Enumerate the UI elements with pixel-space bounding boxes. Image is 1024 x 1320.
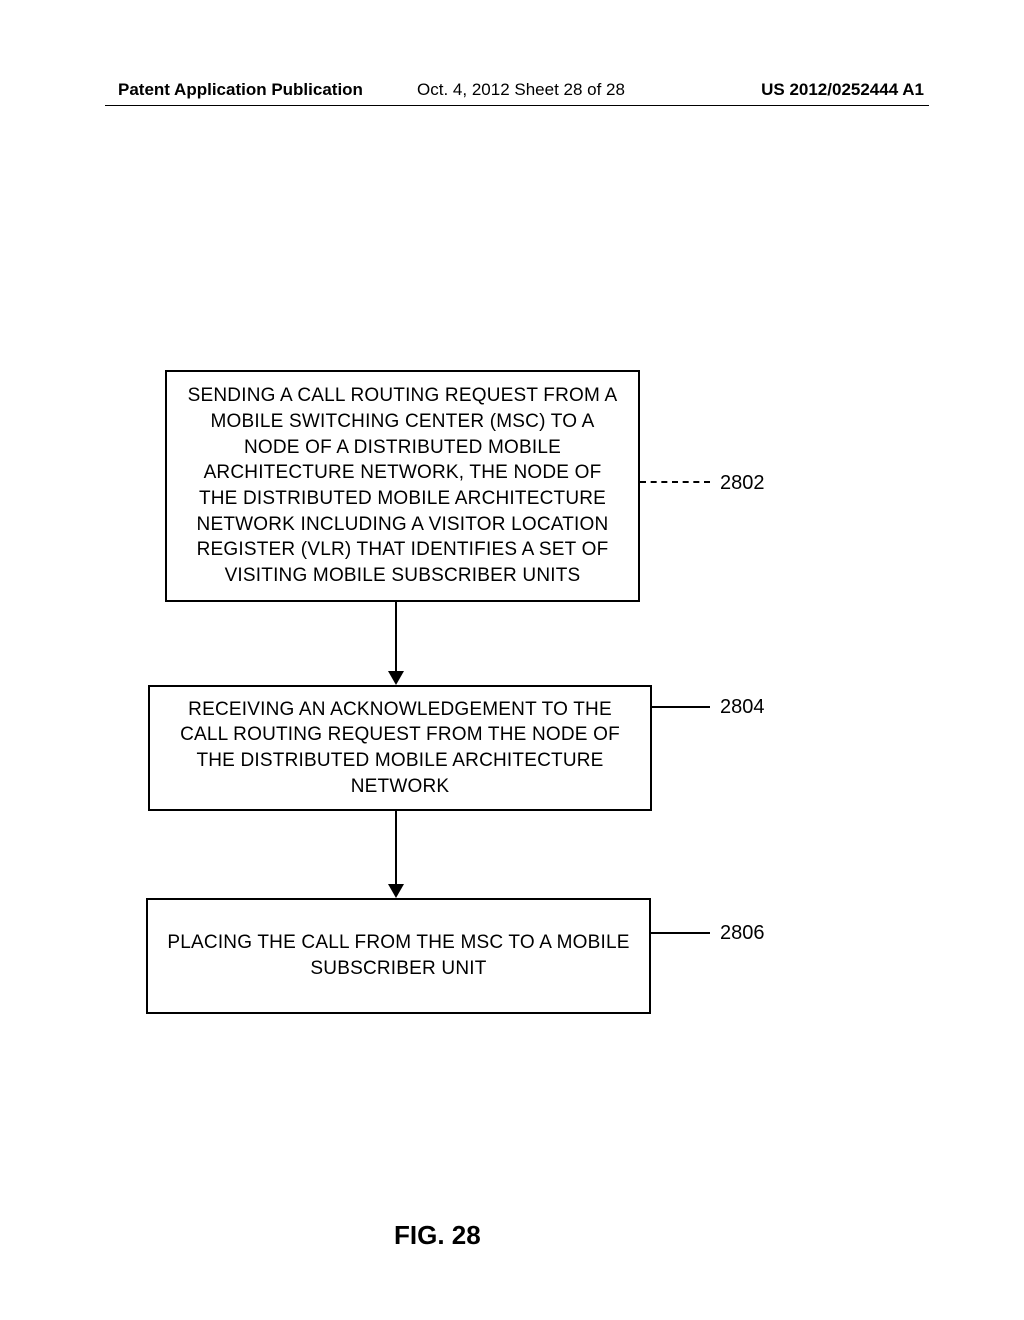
page: Patent Application Publication Oct. 4, 2… [0,0,1024,1320]
flow-step-text: PLACING THE CALL FROM THE MSC TO A MOBIL… [166,930,631,981]
leader-line [652,706,710,708]
leader-line [640,481,710,483]
arrow-head-icon [388,884,404,898]
figure-label: FIG. 28 [394,1220,481,1251]
reference-number-2802: 2802 [720,472,765,495]
header-date-sheet: Oct. 4, 2012 Sheet 28 of 28 [417,80,625,100]
page-header: Patent Application Publication Oct. 4, 2… [118,80,924,100]
leader-line [651,932,710,934]
reference-number-2806: 2806 [720,922,765,945]
header-publication-number: US 2012/0252444 A1 [761,80,924,100]
flow-step-b3: PLACING THE CALL FROM THE MSC TO A MOBIL… [146,898,651,1014]
flow-step-b2: RECEIVING AN ACKNOWLEDGEMENT TO THE CALL… [148,685,652,811]
arrow-shaft [395,602,397,671]
arrow-head-icon [388,671,404,685]
reference-number-2804: 2804 [720,696,765,719]
flow-step-text: RECEIVING AN ACKNOWLEDGEMENT TO THE CALL… [168,697,632,800]
arrow-shaft [395,811,397,884]
flow-step-text: SENDING A CALL ROUTING REQUEST FROM A MO… [185,383,620,588]
header-divider [105,105,929,106]
flow-step-b1: SENDING A CALL ROUTING REQUEST FROM A MO… [165,370,640,602]
header-publication-type: Patent Application Publication [118,80,363,100]
